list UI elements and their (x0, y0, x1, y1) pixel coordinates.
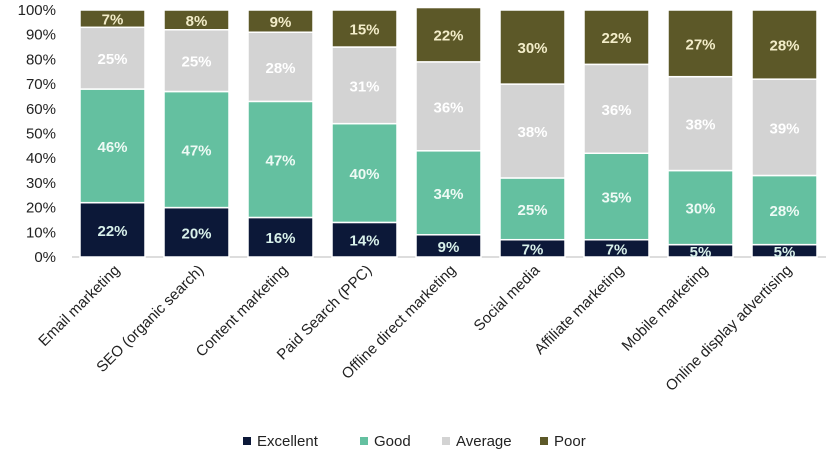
bar-segment-poor (163, 9, 230, 31)
data-label: 38% (517, 124, 547, 141)
data-label: 47% (181, 143, 211, 160)
bar-segment-average (247, 31, 314, 103)
data-label: 16% (265, 230, 295, 247)
y-tick-label: 10% (26, 224, 56, 241)
legend-label-excellent: Excellent (257, 433, 319, 450)
legend-swatch-average (442, 437, 450, 445)
data-label: 25% (97, 51, 127, 68)
data-label: 28% (769, 38, 799, 55)
data-label: 7% (102, 12, 124, 29)
data-label: 25% (517, 202, 547, 219)
bar-segment-average (499, 83, 566, 179)
data-label: 22% (433, 28, 463, 45)
x-tick-label: Mobile marketing (619, 262, 712, 355)
data-label: 14% (349, 233, 379, 250)
x-tick-label: Affiliate marketing (531, 262, 627, 358)
data-label: 25% (181, 54, 211, 71)
bar-segment-excellent (331, 221, 398, 258)
y-tick-label: 70% (26, 76, 56, 93)
bar-segment-excellent (247, 216, 314, 258)
data-label: 30% (685, 201, 715, 218)
data-label: 46% (97, 139, 127, 156)
y-tick-label: 60% (26, 101, 56, 118)
legend-label-poor: Poor (554, 433, 586, 450)
legend-swatch-good (360, 437, 368, 445)
bar-segment-poor (247, 9, 314, 33)
bar-segment-poor (667, 9, 734, 78)
y-tick-label: 20% (26, 200, 56, 217)
bar-segment-poor (583, 9, 650, 66)
legend-swatch-excellent (243, 437, 251, 445)
bar-segment-excellent (163, 206, 230, 258)
data-label: 9% (438, 239, 460, 256)
legend-label-average: Average (456, 433, 512, 450)
data-label: 34% (433, 186, 463, 203)
data-label: 22% (97, 223, 127, 240)
data-label: 36% (433, 99, 463, 116)
bar-segment-good (667, 169, 734, 246)
data-label: 28% (769, 203, 799, 220)
data-label: 9% (270, 14, 292, 31)
legend-label-good: Good (374, 433, 411, 450)
data-label: 20% (181, 225, 211, 242)
bar-segment-poor (331, 9, 398, 48)
data-label: 7% (606, 241, 628, 258)
data-label: 27% (685, 36, 715, 53)
bar-segment-average (751, 78, 818, 177)
data-label: 7% (522, 241, 544, 258)
bar-segment-excellent (79, 201, 146, 258)
data-label: 47% (265, 152, 295, 169)
bar-segment-poor (415, 6, 482, 63)
y-tick-label: 50% (26, 126, 56, 143)
bar-segment-good (247, 100, 314, 219)
bar-segment-average (583, 63, 650, 155)
data-label: 8% (186, 13, 208, 30)
x-tick-label: Email marketing (35, 262, 123, 350)
data-label: 22% (601, 30, 631, 47)
bar-segment-poor (751, 9, 818, 80)
legend-swatch-poor (540, 437, 548, 445)
data-label: 36% (601, 102, 631, 119)
data-label: 35% (601, 189, 631, 206)
data-label: 30% (517, 40, 547, 57)
bar-segment-average (331, 46, 398, 125)
data-label: 39% (769, 120, 799, 137)
data-label: 28% (265, 60, 295, 77)
bar-segment-good (163, 90, 230, 209)
x-tick-label: Social media (471, 261, 544, 334)
bar-segment-good (415, 150, 482, 236)
bar-segment-good (583, 152, 650, 241)
y-tick-label: 30% (26, 175, 56, 192)
data-label: 5% (690, 244, 712, 261)
data-label: 38% (685, 117, 715, 134)
y-tick-label: 80% (26, 51, 56, 68)
y-tick-label: 100% (18, 2, 56, 19)
bar-segment-good (79, 88, 146, 204)
bar-segment-poor (499, 9, 566, 85)
y-tick-label: 0% (34, 249, 56, 266)
y-tick-label: 90% (26, 27, 56, 44)
y-tick-label: 40% (26, 150, 56, 167)
data-label: 31% (349, 78, 379, 95)
bar-segment-average (163, 29, 230, 93)
bar-segment-average (667, 75, 734, 172)
data-label: 40% (349, 166, 379, 183)
x-tick-label: Content marketing (193, 262, 292, 361)
bar-segment-poor (79, 9, 146, 29)
data-label: 15% (349, 22, 379, 39)
data-label: 5% (774, 244, 796, 261)
